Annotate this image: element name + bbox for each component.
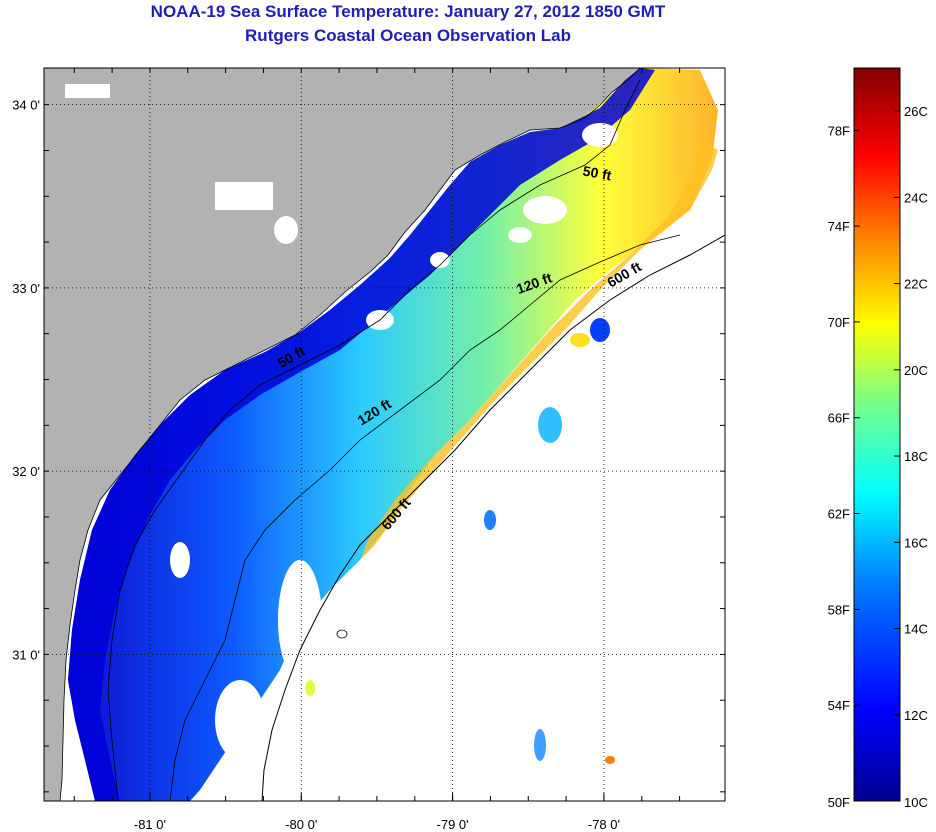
colorbar-f-label: 50F <box>828 795 850 810</box>
land-mass <box>44 68 640 801</box>
lon-tick-label: -79 0' <box>437 817 469 832</box>
lat-tick-label: 33 0' <box>12 281 40 296</box>
isobath-600ft <box>261 234 725 801</box>
colorbar-c-label: 16C <box>904 535 928 550</box>
map-axes: -81 0' -80 0' -79 0' -78 0' 34 0' 33 0' 32 0' 3… <box>12 68 725 832</box>
colorbar-c-label: 24C <box>904 190 928 205</box>
map-title: NOAA-19 Sea Surface Temperature: January… <box>150 2 666 21</box>
colorbar-c-label: 18C <box>904 449 928 464</box>
colorbar-f-label: 78F <box>828 123 850 138</box>
colorbar-c-label: 20C <box>904 363 928 378</box>
gulf-stream-edge <box>360 140 718 560</box>
colorbar <box>853 67 901 802</box>
colorbar-ticks: 26C 24C 22C 20C 18C 16C 14C 12C 10C 78F 74F 70F 66F 6… <box>828 104 928 810</box>
isobath-120ft <box>169 234 681 801</box>
colorbar-f-label: 58F <box>828 602 850 617</box>
colorbar-c-label: 12C <box>904 708 928 723</box>
isobath-label: 50 ft <box>582 163 613 184</box>
lon-tick-label: -78 0' <box>588 817 620 832</box>
small-island <box>336 629 348 639</box>
lat-tick-label: 34 0' <box>12 98 40 113</box>
colorbar-f-label: 62F <box>828 507 850 522</box>
lat-tick-label: 32 0' <box>12 464 40 479</box>
inland-cloud-patches <box>65 84 298 244</box>
map-subtitle: Rutgers Coastal Ocean Observation Lab <box>245 26 571 45</box>
colorbar-c-label: 22C <box>904 277 928 292</box>
colorbar-f-label: 54F <box>828 698 850 713</box>
lon-tick-label: -81 0' <box>134 817 166 832</box>
colorbar-c-label: 26C <box>904 104 928 119</box>
colorbar-f-label: 74F <box>828 219 850 234</box>
map-frame <box>43 67 726 802</box>
graticule <box>44 68 725 801</box>
colorbar-c-label: 10C <box>904 795 928 810</box>
cloud-gaps <box>170 123 618 760</box>
colorbar-f-label: 70F <box>828 315 850 330</box>
lat-tick-label: 31 0' <box>12 647 40 662</box>
isobath-50ft <box>107 79 641 801</box>
coastal-cold-water <box>68 68 655 801</box>
offshore-patches <box>305 318 615 764</box>
coastline <box>59 68 641 801</box>
colorbar-c-label: 14C <box>904 622 928 637</box>
colorbar-f-label: 66F <box>828 411 850 426</box>
lon-tick-label: -80 0' <box>285 817 317 832</box>
